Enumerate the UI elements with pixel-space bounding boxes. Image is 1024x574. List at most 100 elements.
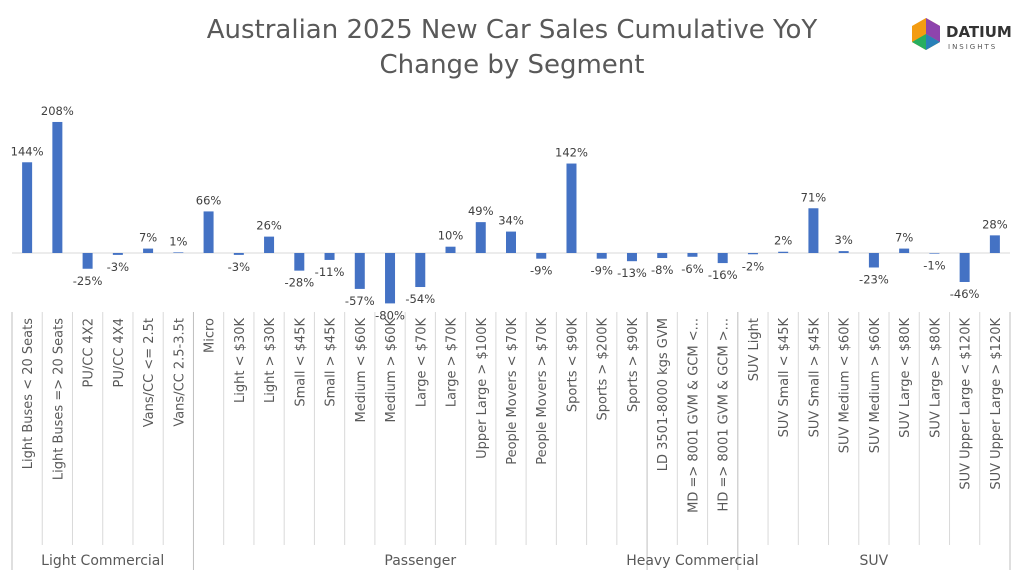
bar	[838, 251, 849, 253]
x-tick-label: People Movers > $70K	[535, 318, 550, 465]
value-label: -9%	[591, 264, 613, 278]
bar	[233, 253, 244, 255]
x-tick-label: Medium > $60K	[384, 318, 399, 423]
value-label: 7%	[895, 231, 913, 245]
x-tick-label: LD 3501-8000 kgs GVM	[656, 318, 671, 471]
x-tick-label: Sports > $90K	[626, 318, 641, 413]
x-tick-label: SUV Large < $80K	[898, 318, 913, 438]
x-tick-label: Light Buses < 20 Seats	[21, 318, 36, 469]
x-tick-label: Medium < $60K	[354, 318, 369, 423]
value-label: -23%	[859, 272, 889, 286]
bar	[203, 211, 214, 253]
bar	[445, 246, 456, 253]
x-tick-label: SUV Upper Large < $120K	[959, 318, 974, 490]
bar	[959, 253, 970, 282]
logo-tagline: INSIGHTS	[948, 43, 997, 51]
value-label: -13%	[617, 266, 647, 280]
x-tick-label: Vans/CC 2.5-3.5t	[172, 318, 187, 427]
bar	[808, 208, 819, 253]
value-label: 26%	[256, 219, 282, 233]
x-tick-label: PU/CC 4X2	[82, 318, 97, 387]
bar	[112, 253, 123, 255]
x-tick-label: SUV Upper Large > $120K	[989, 318, 1004, 490]
logo-icon	[912, 34, 926, 50]
value-label: 1%	[169, 234, 187, 248]
x-tick-label: Upper Large > $100K	[475, 318, 490, 459]
bar	[747, 253, 758, 255]
value-label: -8%	[651, 263, 673, 277]
value-label: -16%	[708, 268, 738, 282]
bar	[324, 253, 335, 260]
x-tick-label: Sports > $200K	[596, 318, 611, 421]
value-label: -3%	[107, 260, 129, 274]
bar	[989, 235, 1000, 253]
value-label: 66%	[196, 193, 222, 207]
value-label: 7%	[139, 231, 157, 245]
bar	[415, 253, 426, 288]
logo-icon	[926, 34, 940, 50]
bar	[868, 253, 879, 268]
bar	[506, 231, 516, 253]
bar	[566, 163, 577, 253]
value-label: 28%	[982, 217, 1008, 231]
x-tick-label: SUV Light	[747, 318, 762, 381]
bar	[173, 252, 184, 253]
x-tick-label: HD => 8001 GVM & GCM >...	[717, 318, 732, 511]
value-label: -25%	[73, 274, 103, 288]
x-tick-label: Light > $30K	[263, 318, 278, 403]
x-tick-label: SUV Medium < $60K	[838, 318, 853, 454]
bar	[929, 253, 940, 254]
value-label: 208%	[41, 104, 74, 118]
x-tick-label: SUV Medium > $60K	[868, 318, 883, 454]
value-label: 71%	[801, 190, 827, 204]
x-tick-label: SUV Small < $45K	[777, 318, 792, 438]
value-label: 10%	[438, 229, 464, 243]
value-label: 142%	[555, 146, 588, 160]
x-tick-label: Large > $70K	[445, 318, 460, 408]
value-label: -3%	[228, 260, 250, 274]
bar	[687, 253, 698, 257]
value-label: 3%	[835, 233, 853, 247]
x-tick-label: Micro	[203, 318, 218, 353]
value-label: -54%	[405, 292, 435, 306]
value-label: -6%	[681, 262, 703, 276]
bar	[657, 253, 668, 259]
chart-title: Change by Segment	[380, 50, 645, 80]
group-label: Heavy Commercial	[626, 553, 758, 569]
logo: DATIUM INSIGHTS	[912, 18, 1012, 51]
bar	[778, 251, 789, 253]
value-label: 49%	[468, 204, 494, 218]
bar	[294, 253, 305, 271]
bar	[354, 253, 365, 289]
group-label: SUV	[860, 553, 889, 569]
x-tick-label: Large < $70K	[414, 318, 429, 408]
bar	[143, 248, 154, 253]
value-label: -28%	[284, 276, 314, 290]
bar	[475, 222, 486, 253]
bar	[899, 248, 910, 253]
value-label: -46%	[950, 287, 980, 301]
value-label: -80%	[375, 308, 405, 322]
value-label: -2%	[742, 259, 764, 273]
value-label: 34%	[498, 214, 524, 228]
x-tick-label: Sports < $90K	[565, 318, 580, 413]
group-label: Light Commercial	[41, 553, 164, 569]
value-label: -11%	[315, 265, 345, 279]
bar	[536, 253, 547, 259]
bar	[385, 253, 396, 304]
bar	[82, 253, 93, 269]
x-tick-label: SUV Large > $80K	[928, 318, 943, 438]
value-label: -9%	[530, 264, 552, 278]
x-tick-label: Light Buses => 20 Seats	[51, 318, 66, 480]
x-tick-label: Small < $45K	[293, 318, 308, 407]
x-tick-label: Small > $45K	[324, 318, 339, 407]
bar	[52, 121, 63, 254]
x-tick-label: People Movers < $70K	[505, 318, 520, 465]
group-label: Passenger	[384, 553, 456, 569]
x-tick-label: Vans/CC <= 2.5t	[142, 318, 157, 427]
x-tick-label: MD => 8001 GVM & GCM <...	[686, 318, 701, 513]
x-tick-label: Light < $30K	[233, 318, 248, 403]
logo-name: DATIUM	[946, 23, 1012, 41]
value-label: 144%	[11, 144, 44, 158]
